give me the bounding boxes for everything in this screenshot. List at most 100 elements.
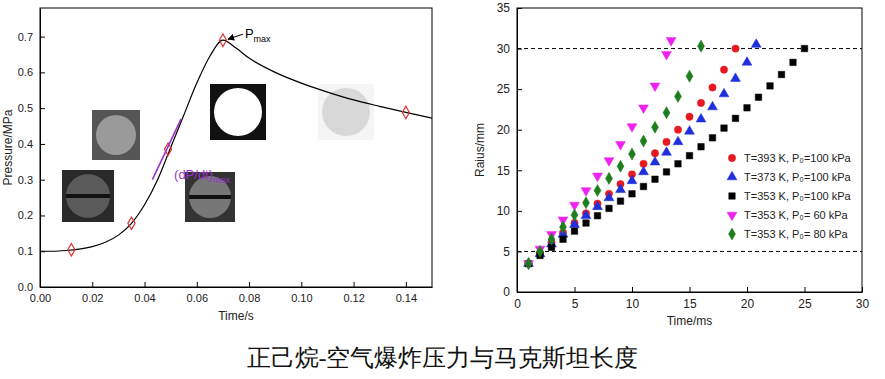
annotation-text: P (245, 26, 254, 41)
marker (751, 39, 761, 48)
marker (732, 45, 739, 52)
tick-mark (805, 287, 806, 292)
tick-label: 25 (497, 82, 511, 96)
photo-bg (92, 110, 140, 160)
tick-mark (40, 287, 45, 288)
tick-mark (40, 72, 45, 73)
tick: 0.06 (187, 282, 208, 304)
tick: 20 (497, 123, 522, 137)
tick-mark (517, 251, 522, 252)
tick-mark (517, 89, 522, 90)
tick-label: 20 (741, 297, 755, 311)
marker (594, 185, 601, 197)
tick: 0.10 (291, 282, 312, 304)
annotation: (dP/dt)max (174, 167, 231, 185)
tick-mark (517, 292, 522, 293)
tick-mark (517, 170, 522, 171)
axis-line (40, 9, 41, 288)
marker (571, 228, 577, 234)
tick-label: 10 (497, 204, 511, 218)
tick: 0.4 (18, 138, 45, 150)
tick-label: 0.6 (18, 66, 33, 78)
marker (617, 198, 623, 204)
legend-label: T=353 K, P₀=100 kPa (744, 190, 852, 202)
tick-mark (575, 287, 576, 292)
marker (666, 38, 676, 47)
tick-label: 0.4 (18, 138, 33, 150)
photo-electrode (66, 194, 110, 198)
tick-label: 0 (514, 297, 521, 311)
y-axis-title: Pressure/MPa (1, 109, 15, 185)
tick: 0.3 (18, 174, 45, 186)
tick-mark (40, 180, 45, 181)
tick-mark (862, 287, 863, 292)
tick-mark (40, 144, 45, 145)
x-axis: 0.000.020.040.060.080.100.120.14 (30, 282, 433, 304)
legend-label: T=353 K, P₀= 60 kPa (744, 209, 849, 221)
legend: T=393 K, P₀=100 kPaT=373 K, P₀=100 kPaT=… (727, 152, 851, 240)
tick-mark (517, 49, 522, 50)
tick-label: 0.02 (82, 292, 103, 304)
axis-line (517, 9, 518, 293)
marker (675, 161, 681, 167)
tick-label: 15 (497, 164, 511, 178)
tick-mark (249, 282, 250, 287)
marker (128, 217, 135, 229)
tick-label: 0.06 (187, 292, 208, 304)
marker (662, 147, 672, 156)
inset-photo (210, 84, 266, 140)
tick: 0 (503, 285, 522, 299)
tick-label: 0.04 (134, 292, 155, 304)
marker (709, 135, 715, 141)
tick: 15 (683, 287, 697, 311)
tick-mark (145, 282, 146, 287)
chart: 05101520253005101520253035Time/msRaius/m… (473, 1, 869, 328)
tick: 20 (741, 287, 755, 311)
tick-label: 20 (497, 123, 511, 137)
marker (594, 212, 600, 218)
annotation-text: (dP/dt) (174, 167, 213, 182)
photo-bg (62, 170, 114, 222)
marker (790, 59, 796, 65)
tick: 25 (497, 82, 522, 96)
legend-symbol (727, 171, 737, 180)
tick: 10 (497, 204, 522, 218)
marker (650, 156, 660, 165)
marker (742, 57, 752, 66)
tick: 0.02 (82, 282, 103, 304)
reference-line (517, 251, 862, 252)
photo-bg (318, 84, 374, 140)
tick-mark (40, 108, 45, 109)
marker (593, 173, 603, 182)
tick: 30 (497, 42, 522, 56)
axis-line (518, 292, 863, 293)
marker (663, 138, 670, 145)
marker (686, 113, 693, 120)
plot-area (40, 34, 432, 256)
tick-mark (40, 251, 45, 252)
chart: 0.000.020.040.060.080.100.120.140.00.10.… (1, 8, 433, 323)
tick-label: 5 (503, 245, 510, 259)
tick: 0.2 (18, 209, 45, 221)
marker (604, 192, 614, 201)
marker (583, 220, 589, 226)
y-axis: 05101520253035 (497, 1, 522, 299)
legend-symbol (729, 193, 735, 199)
tick-mark (517, 130, 522, 131)
tick: 0.5 (18, 102, 45, 114)
tick-label: 30 (497, 42, 511, 56)
tick: 25 (798, 287, 812, 311)
marker (731, 73, 741, 82)
marker (767, 83, 773, 89)
tick-label: 30 (856, 297, 870, 311)
photo-flame (66, 174, 110, 218)
marker (219, 34, 226, 46)
marker (719, 88, 729, 97)
marker (674, 126, 681, 133)
plot-frame (40, 8, 432, 287)
tick-label: 0 (503, 285, 510, 299)
y-axis-title: Raius/mm (473, 123, 487, 177)
tick-label: 0.00 (30, 292, 51, 304)
tick-label: 0.5 (18, 102, 33, 114)
marker (708, 101, 718, 110)
